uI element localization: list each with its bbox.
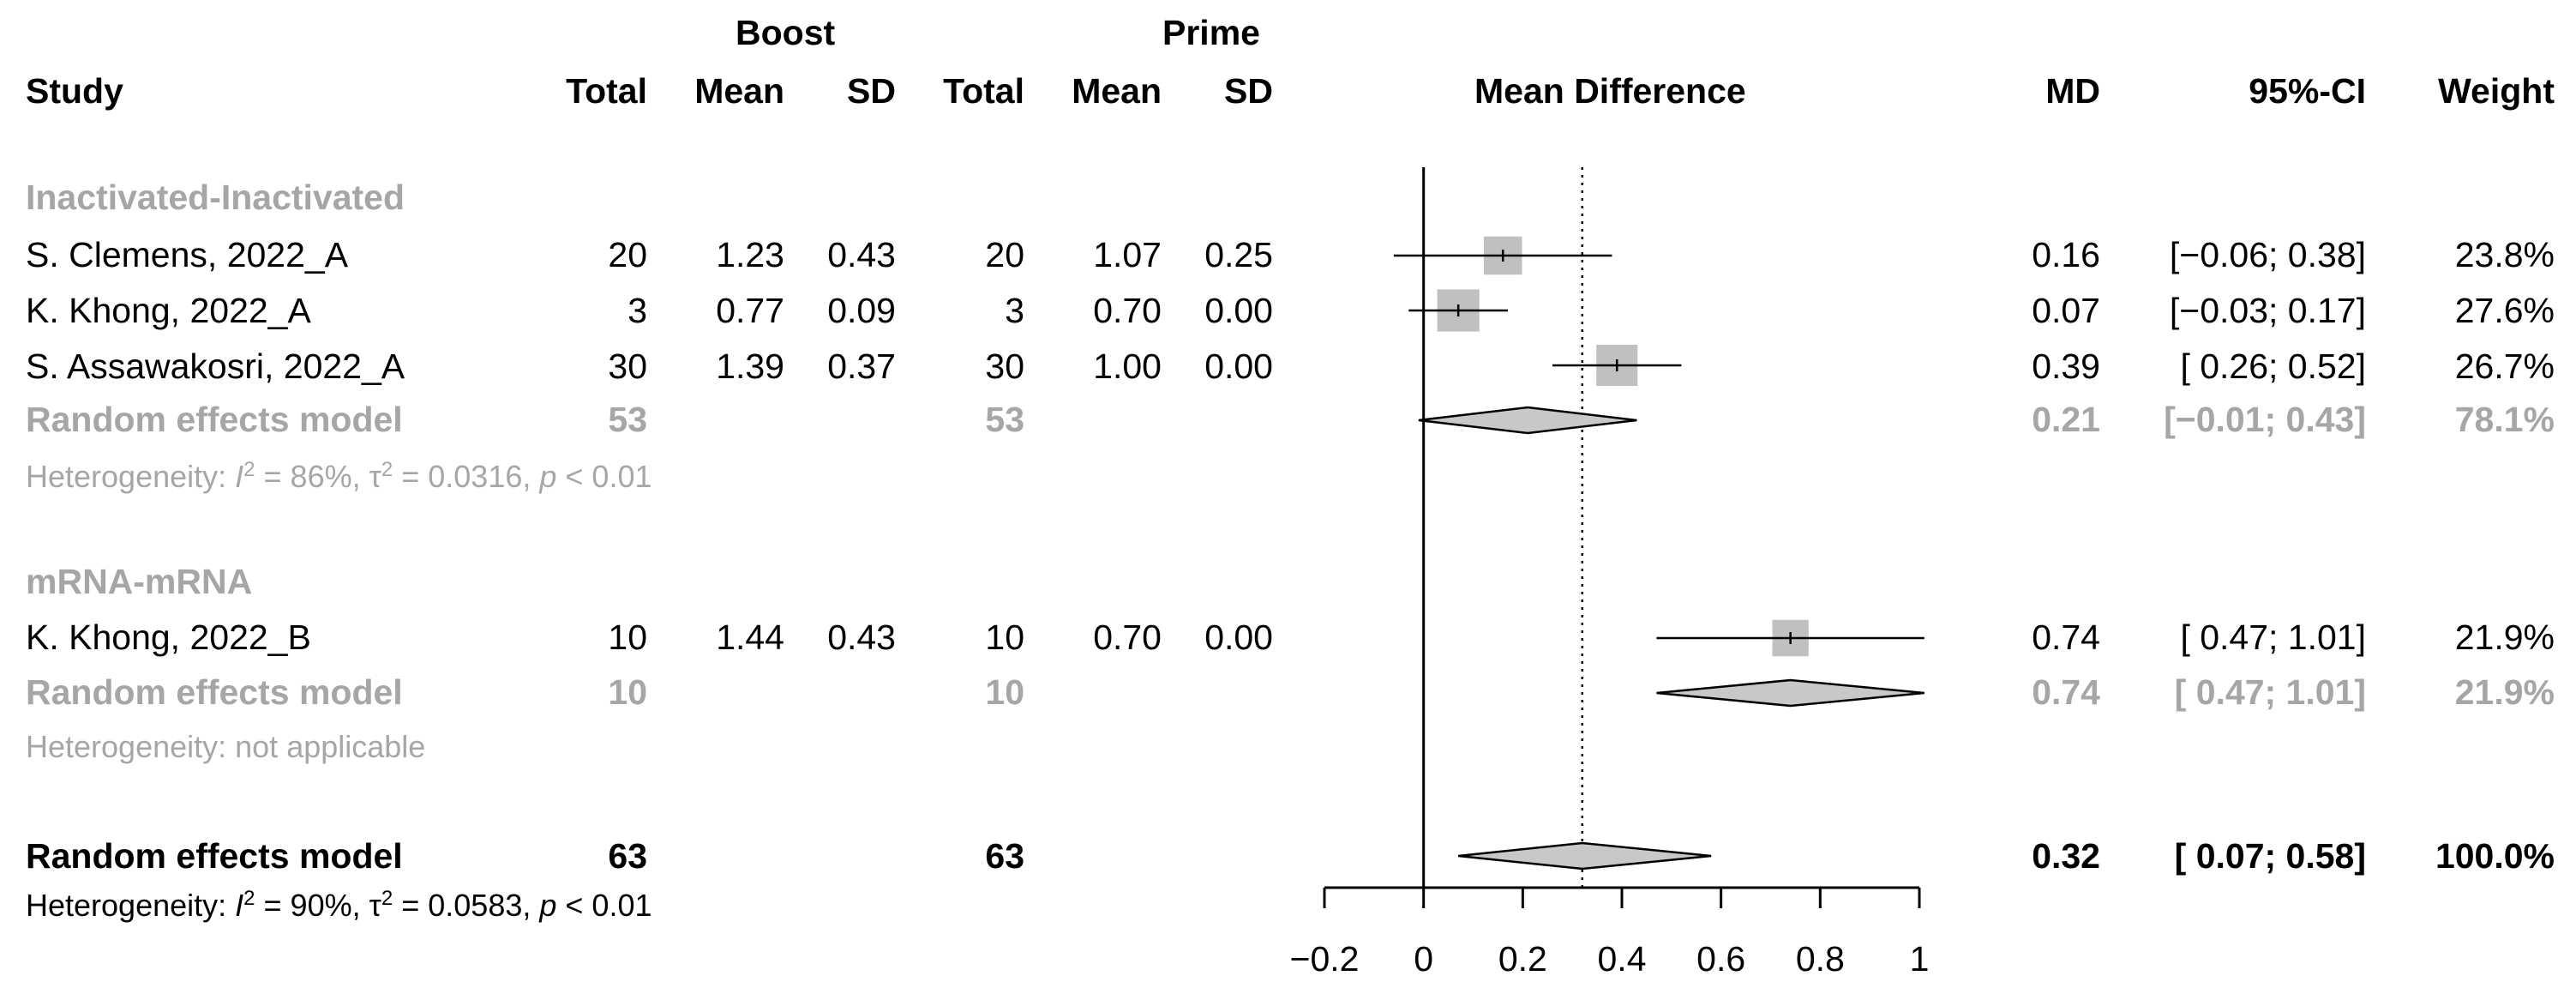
md-value: 0.32 xyxy=(2032,836,2100,876)
boost-total-header: Total xyxy=(566,71,647,111)
md-value: 0.39 xyxy=(2032,346,2100,386)
ci-value: [−0.01; 0.43] xyxy=(2164,400,2366,439)
boost-sd: 0.09 xyxy=(827,291,896,330)
md-value: 0.21 xyxy=(2032,400,2100,439)
overall-heterogeneity-text: Heterogeneity: I2 = 90%, τ2 = 0.0583, p … xyxy=(26,887,652,923)
study-column-header: Study xyxy=(26,71,123,111)
x-axis-tick-label: 0.6 xyxy=(1696,939,1745,979)
x-axis-tick-label: −0.2 xyxy=(1290,939,1360,979)
weight-column-header: Weight xyxy=(2438,71,2555,111)
md-value: 0.16 xyxy=(2032,235,2100,274)
ci-column-header: 95%-CI xyxy=(2249,71,2366,111)
ci-value: [−0.06; 0.38] xyxy=(2169,235,2366,274)
boost-sd: 0.43 xyxy=(827,235,896,274)
boost-total: 63 xyxy=(608,836,647,876)
ci-value: [ 0.47; 1.01] xyxy=(2180,617,2366,657)
ci-value: [ 0.47; 1.01] xyxy=(2174,672,2366,712)
prime-sd: 0.25 xyxy=(1204,235,1273,274)
weight-value: 21.9% xyxy=(2454,617,2555,657)
mean-difference-header: Mean Difference xyxy=(1474,71,1746,111)
boost-sd-header: SD xyxy=(847,71,896,111)
ci-value: [ 0.07; 0.58] xyxy=(2174,836,2366,876)
study-name: S. Assawakosri, 2022_A xyxy=(26,346,405,386)
weight-value: 100.0% xyxy=(2435,836,2555,876)
boost-total: 53 xyxy=(608,400,647,439)
x-axis-tick-label: 0.2 xyxy=(1498,939,1547,979)
study-name: S. Clemens, 2022_A xyxy=(26,235,349,274)
prime-sd: 0.00 xyxy=(1204,291,1273,330)
prime-total: 3 xyxy=(1005,291,1024,330)
boost-mean: 1.44 xyxy=(716,617,784,657)
weight-value: 27.6% xyxy=(2454,291,2555,330)
prime-sd-header: SD xyxy=(1224,71,1273,111)
pooled-effect-diamond xyxy=(1656,678,1924,708)
ci-value: [−0.03; 0.17] xyxy=(2169,291,2366,330)
study-name: K. Khong, 2022_A xyxy=(26,291,311,330)
boost-total: 3 xyxy=(627,291,647,330)
prime-sd: 0.00 xyxy=(1204,346,1273,386)
overall-model-label: Random effects model xyxy=(26,836,403,876)
study-name: K. Khong, 2022_B xyxy=(26,617,311,657)
prime-mean: 0.70 xyxy=(1093,291,1162,330)
prime-total: 30 xyxy=(985,346,1024,386)
boost-sd: 0.43 xyxy=(827,617,896,657)
heterogeneity-text: Heterogeneity: I2 = 86%, τ2 = 0.0316, p … xyxy=(26,458,652,494)
prime-total: 10 xyxy=(985,672,1024,712)
prime-group-header: Prime xyxy=(1162,13,1260,52)
md-value: 0.74 xyxy=(2032,617,2100,657)
md-column-header: MD xyxy=(2045,71,2100,111)
heterogeneity-text: Heterogeneity: not applicable xyxy=(26,729,426,764)
model-label: Random effects model xyxy=(26,672,403,712)
pooled-effect-diamond xyxy=(1458,841,1712,871)
x-axis-tick-label: 0.4 xyxy=(1598,939,1647,979)
boost-mean-header: Mean xyxy=(694,71,784,111)
prime-total-header: Total xyxy=(943,71,1024,111)
prime-total: 53 xyxy=(985,400,1024,439)
boost-mean: 0.77 xyxy=(716,291,784,330)
boost-mean: 1.39 xyxy=(716,346,784,386)
prime-total: 63 xyxy=(985,836,1024,876)
md-value: 0.74 xyxy=(2032,672,2100,712)
boost-total: 30 xyxy=(608,346,647,386)
subgroup-title-inactivated: Inactivated-Inactivated xyxy=(26,178,405,217)
subgroup-title-mrna: mRNA-mRNA xyxy=(26,562,253,601)
x-axis-tick-label: 0 xyxy=(1414,939,1433,979)
weight-value: 78.1% xyxy=(2454,400,2555,439)
weight-value: 26.7% xyxy=(2454,346,2555,386)
prime-total: 20 xyxy=(985,235,1024,274)
boost-group-header: Boost xyxy=(736,13,836,52)
prime-mean-header: Mean xyxy=(1072,71,1162,111)
boost-total: 10 xyxy=(608,672,647,712)
prime-mean: 0.70 xyxy=(1093,617,1162,657)
model-label: Random effects model xyxy=(26,400,403,439)
prime-total: 10 xyxy=(985,617,1024,657)
weight-value: 21.9% xyxy=(2454,672,2555,712)
boost-total: 10 xyxy=(608,617,647,657)
x-axis-tick-label: 0.8 xyxy=(1796,939,1845,979)
ci-value: [ 0.26; 0.52] xyxy=(2180,346,2366,386)
prime-mean: 1.07 xyxy=(1093,235,1162,274)
prime-mean: 1.00 xyxy=(1093,346,1162,386)
x-axis-tick-label: 1 xyxy=(1910,939,1930,979)
md-value: 0.07 xyxy=(2032,291,2100,330)
boost-mean: 1.23 xyxy=(716,235,784,274)
weight-value: 23.8% xyxy=(2454,235,2555,274)
boost-total: 20 xyxy=(608,235,647,274)
pooled-effect-diamond xyxy=(1418,406,1637,435)
prime-sd: 0.00 xyxy=(1204,617,1273,657)
boost-sd: 0.37 xyxy=(827,346,896,386)
